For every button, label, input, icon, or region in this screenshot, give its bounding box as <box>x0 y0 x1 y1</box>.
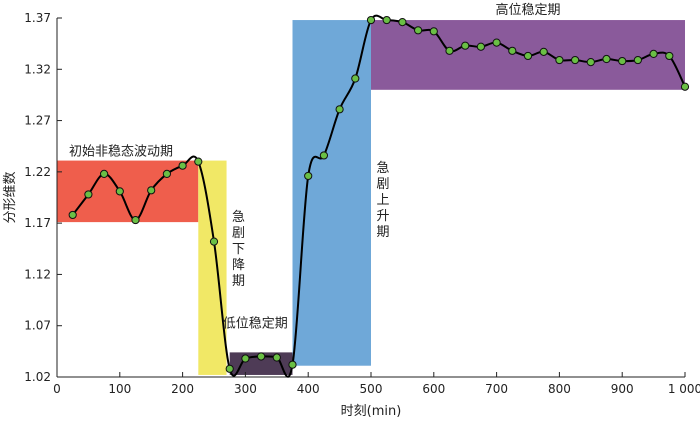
data-point <box>257 352 266 361</box>
data-point <box>539 47 548 56</box>
x-tick-label: 200 <box>171 382 194 396</box>
data-point <box>633 55 643 65</box>
data-point <box>555 55 564 65</box>
x-tick-label: 400 <box>297 382 320 396</box>
ticks: 0 100 200 300 400 500 600 700 800 900 1 000 1.02 1.0… <box>24 11 700 396</box>
data-point <box>523 51 533 61</box>
data-point <box>272 353 281 362</box>
y-tick-label: 1.12 <box>24 267 51 281</box>
x-tick-label: 600 <box>422 382 445 396</box>
data-point <box>68 210 77 220</box>
data-point <box>131 215 140 225</box>
data-point <box>382 15 391 25</box>
data-point <box>162 169 171 179</box>
phase-region-1 <box>57 160 199 223</box>
data-point <box>508 46 517 55</box>
data-point <box>476 42 485 51</box>
x-tick-label: 1 000 <box>668 382 700 396</box>
data-point <box>398 18 407 27</box>
data-point <box>351 74 360 83</box>
data-point <box>115 187 124 196</box>
data-point <box>84 190 93 199</box>
data-point <box>649 49 658 59</box>
data-point <box>319 151 328 160</box>
data-point <box>147 186 156 195</box>
data-point <box>445 46 454 55</box>
data-point <box>680 82 690 91</box>
data-point <box>335 105 344 114</box>
y-tick-label: 1.27 <box>24 114 51 128</box>
data-point <box>665 51 674 61</box>
phase-label: 初始非稳态波动期 <box>69 144 173 160</box>
phase-region-4 <box>292 20 371 366</box>
data-point <box>225 364 234 373</box>
y-axis-title: 分形维数 <box>3 171 18 223</box>
x-tick-label: 900 <box>611 382 634 396</box>
data-point <box>602 54 611 64</box>
y-tick-label: 1.22 <box>24 165 51 179</box>
y-tick-label: 1.37 <box>24 11 51 25</box>
data-point <box>288 360 297 369</box>
x-tick-label: 800 <box>548 382 571 396</box>
phase-region-2 <box>198 160 227 375</box>
x-tick-label: 300 <box>234 382 257 396</box>
phase-label: 低位稳定期 <box>223 315 288 331</box>
phase-regions <box>57 20 685 375</box>
data-point <box>241 354 250 363</box>
x-tick-label: 500 <box>360 382 383 396</box>
data-point <box>209 237 219 246</box>
y-tick-label: 1.32 <box>24 62 51 76</box>
data-point <box>178 161 187 170</box>
phase-label: 急剧下降期 <box>232 210 245 289</box>
data-point <box>461 41 470 50</box>
data-point <box>366 15 376 25</box>
data-point <box>194 157 203 166</box>
x-axis-title: 时刻(min) <box>341 404 402 419</box>
data-point <box>586 58 595 67</box>
data-point <box>429 27 438 36</box>
x-tick-label: 700 <box>485 382 508 396</box>
data-point <box>492 38 501 47</box>
data-point <box>414 26 423 35</box>
y-tick-label: 1.17 <box>24 216 51 230</box>
phase-label: 急剧上升期 <box>376 161 389 240</box>
series <box>68 14 690 378</box>
x-tick-label: 0 <box>53 382 61 396</box>
y-tick-label: 1.02 <box>24 370 51 384</box>
y-tick-label: 1.07 <box>24 319 51 333</box>
data-point <box>571 55 580 65</box>
phase-label: 高位稳定期 <box>495 2 560 18</box>
data-point <box>618 56 627 66</box>
x-tick-label: 100 <box>108 382 131 396</box>
data-point <box>304 171 313 181</box>
data-point <box>100 169 109 179</box>
